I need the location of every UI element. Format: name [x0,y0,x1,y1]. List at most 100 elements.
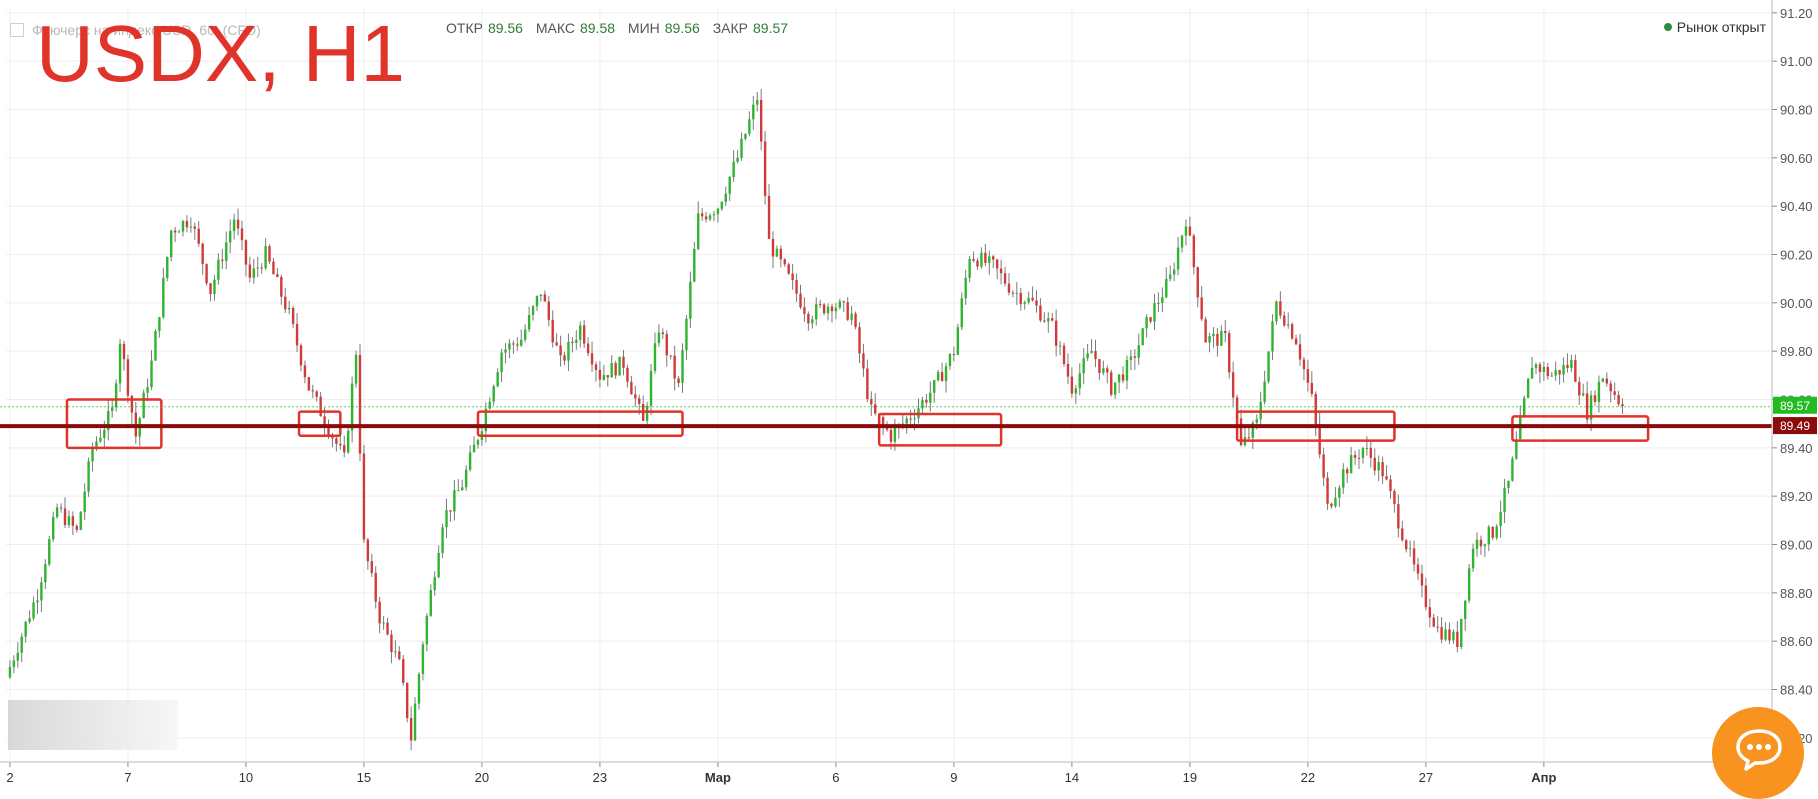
candle-up [228,231,232,243]
candle-down [1247,437,1251,439]
candle-up [55,507,59,517]
candle-down [1070,376,1074,394]
candle-down [1381,462,1384,477]
market-open-dot-icon [1663,23,1672,31]
candle-down [1035,300,1038,306]
candle-down [799,293,802,308]
candle-down [586,343,590,354]
candle-up [1141,328,1144,346]
candle-down [1428,607,1432,618]
candle-down [590,353,594,365]
x-tick-label: 7 [124,770,131,785]
candle-down [1479,539,1483,547]
candle-down [1110,372,1113,395]
x-tick-label: 15 [357,770,371,785]
collapse-toggle-icon[interactable] [10,23,24,37]
candle-up [1338,487,1341,498]
candle-up [712,214,716,216]
candle-up [693,248,696,282]
candle-down [803,307,806,314]
candle-up [1113,382,1117,395]
y-tick-label: 89.40 [1780,441,1813,456]
candle-down [1283,315,1286,326]
candle-down [759,99,763,142]
candle-down [630,381,633,395]
candle-up [1515,439,1518,459]
candle-down [173,230,177,233]
chart-overlay-title: USDX, H1 [36,9,405,98]
candle-up [728,176,731,194]
candle-up [716,208,720,215]
candle-down [1007,283,1011,293]
candle-up [535,296,539,307]
candle-down [378,601,381,624]
instrument-header[interactable]: Фьючерс на индекс USD, 60, (CFD) [10,17,261,43]
candle-up [24,621,27,637]
candle-down [280,276,283,297]
candle-down [295,323,299,346]
candle-up [645,405,649,421]
candle-up [602,375,606,380]
candle-down [1318,424,1321,455]
y-tick-label: 91.20 [1780,6,1813,21]
candle-up [618,356,621,376]
candle-down [1416,564,1420,574]
candle-up [114,383,118,408]
candle-down [272,261,275,275]
x-tick-label: 2 [6,770,13,785]
candle-up [708,215,712,220]
candle-up [492,386,495,402]
candle-down [846,302,849,320]
candle-up [689,281,692,319]
candle-down [626,367,629,382]
candle-up [1267,351,1270,382]
candle-up [441,527,444,553]
candle-down [1306,369,1310,383]
candle-down [339,443,342,446]
candle-down [1538,364,1542,372]
chat-bubble-icon [1736,729,1782,771]
candle-down [1389,479,1392,492]
candle-up [1487,526,1491,545]
candle-down [622,356,625,368]
candle-up [425,615,429,645]
candle-up [472,444,476,453]
candle-down [1216,333,1219,346]
candle-up [826,306,830,314]
candle-up [1145,317,1148,329]
candle-up [1074,388,1078,394]
current-price-badge [1773,396,1817,414]
candle-down [634,394,637,399]
blurred-watermark [8,700,178,750]
candle-down [858,327,861,354]
candle-up [720,201,724,209]
candle-up [252,268,255,278]
candle-down [551,319,554,343]
level-label: 89.49 [1780,419,1810,433]
candle-down [1357,457,1361,459]
candle-down [268,246,271,262]
candle-up [95,441,98,448]
chat-widget-button[interactable] [1712,707,1804,799]
candle-down [779,248,783,260]
candle-up [457,490,460,492]
candle-down [1294,338,1298,345]
candle-up [520,339,523,346]
candle-up [1361,448,1365,458]
y-tick-label: 89.20 [1780,489,1813,504]
x-tick-label: 20 [475,770,489,785]
candle-up [1526,378,1530,398]
candle-down [291,308,295,324]
candle-up [154,331,157,361]
candle-up [1464,600,1467,619]
candle-down [1188,226,1192,236]
candle-up [16,652,19,661]
candle-up [28,618,31,622]
candle-down [1346,469,1349,474]
candle-down [343,445,346,453]
candle-down [59,507,63,509]
candle-down [854,313,857,328]
time-axis[interactable]: 2 7 10 15 20 23 Мар 6 9 14 19 22 27 Апр [0,761,1772,785]
candle-down [582,325,586,344]
